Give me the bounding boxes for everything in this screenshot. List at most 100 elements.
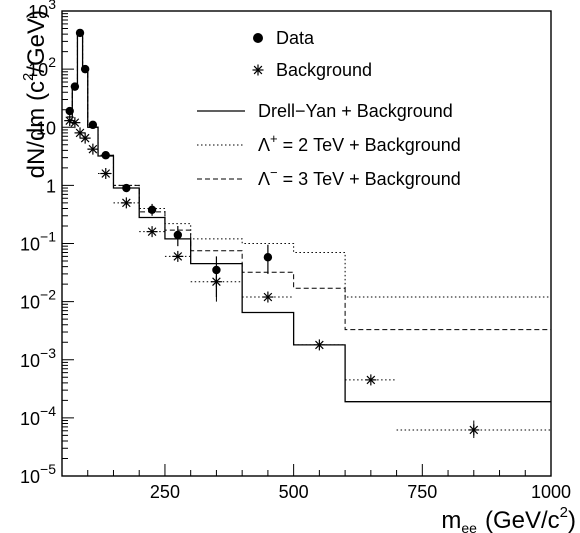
legend-label: Λ+ = 2 TeV + Background	[258, 131, 461, 155]
background-point	[74, 127, 86, 139]
x-axis-title: mee (GeV/c2)	[441, 504, 576, 533]
data-point	[173, 226, 183, 247]
y-axis-title-main: dN/dm (c	[23, 81, 50, 178]
y-tick-exponent: −3	[40, 345, 56, 361]
data-dot	[75, 28, 85, 38]
y-tick-exponent: −4	[40, 403, 56, 419]
data-dot	[147, 205, 157, 215]
background-point	[396, 420, 551, 439]
y-tick-label: 102	[28, 54, 56, 80]
data-dot	[173, 230, 183, 240]
x-axis-title-main: m	[441, 507, 461, 533]
star-stroke	[366, 375, 376, 385]
y-tick-label: 10−5	[20, 461, 56, 487]
background-point	[113, 197, 140, 209]
y-tick-base: 10	[36, 118, 56, 138]
series-dotted-line	[67, 32, 551, 298]
star-stroke	[263, 292, 273, 302]
data-dot	[80, 64, 90, 74]
y-tick-exponent: 2	[48, 54, 56, 70]
y-tick-label: 1	[46, 176, 56, 196]
legend-label-rest: = 3 TeV + Background	[278, 169, 461, 189]
y-tick-base: 10	[28, 60, 48, 80]
x-tick-label: 500	[279, 482, 309, 502]
y-tick-exponent: −1	[40, 229, 56, 245]
y-tick-label: 10−3	[20, 345, 56, 371]
legend-label-sup: −	[270, 165, 278, 180]
background-point	[164, 250, 191, 262]
legend-label-prefix: Λ	[258, 135, 270, 155]
y-axis-title: dN/dm (c2/GeV)	[20, 10, 50, 178]
background-point	[242, 291, 294, 303]
y-tick-exponent: −2	[40, 287, 56, 303]
y-tick-base: 10	[20, 235, 40, 255]
background-point	[79, 132, 91, 144]
star-stroke	[70, 118, 80, 127]
x-axis: 250 500 750 1000	[61, 464, 571, 502]
data-point	[65, 106, 74, 116]
legend-item: Background	[252, 60, 372, 80]
background-point	[293, 339, 346, 351]
y-tick-exponent: −5	[40, 461, 56, 477]
data-point	[147, 203, 157, 216]
plot-border	[61, 10, 552, 477]
data-dot	[70, 82, 80, 91]
y-tick-base: 10	[28, 2, 48, 22]
star-stroke	[101, 169, 111, 178]
data-point	[263, 244, 273, 274]
x-tick-label: 750	[407, 482, 437, 502]
y-tick-base: 1	[46, 176, 56, 196]
y-tick-base: 10	[20, 351, 40, 371]
data-dot	[65, 106, 74, 116]
data-dot	[122, 183, 131, 193]
data-dot	[101, 151, 110, 160]
y-axis-title-sup: 2	[20, 73, 37, 81]
legend-label: Background	[276, 60, 372, 80]
data-dot	[88, 120, 98, 130]
data-point	[80, 64, 90, 74]
y-tick-label: 10−4	[20, 403, 56, 429]
y-tick-base: 10	[20, 293, 40, 313]
legend-label: Drell−Yan + Background	[258, 101, 453, 121]
y-tick-label: 10	[36, 118, 56, 138]
legend-item: Λ− = 3 TeV + Background	[197, 165, 461, 189]
legend-item: Data	[253, 28, 315, 48]
x-axis-title-sub: ee	[461, 520, 477, 533]
data-point	[101, 151, 110, 160]
series-solid-line	[67, 32, 551, 403]
legend-label-prefix: Λ	[258, 169, 270, 189]
background-point	[139, 226, 165, 238]
data-point	[212, 256, 221, 298]
points-layer	[64, 28, 551, 439]
x-tick-label: 250	[150, 482, 180, 502]
y-axis-title-close: /GeV)	[23, 10, 50, 73]
background-point	[98, 168, 114, 180]
series-layer	[67, 32, 551, 403]
star-stroke	[65, 116, 75, 125]
legend-label-sup: +	[270, 131, 278, 146]
data-dot	[263, 253, 273, 262]
legend-item: Λ+ = 2 TeV + Background	[197, 131, 461, 155]
x-axis-title-unit: (GeV/c	[485, 507, 560, 533]
star-stroke	[80, 133, 90, 143]
legend-label-rest: = 2 TeV + Background	[278, 135, 461, 155]
star-stroke	[75, 128, 85, 138]
data-point	[70, 82, 80, 91]
data-point	[88, 120, 98, 130]
background-point	[345, 374, 397, 386]
legend-star-marker	[252, 64, 264, 76]
legend-label: Λ− = 3 TeV + Background	[258, 165, 461, 189]
x-tick-label: 1000	[531, 482, 571, 502]
y-tick-exponent: 3	[48, 0, 56, 12]
data-point	[75, 28, 85, 38]
background-point	[69, 117, 81, 129]
y-tick-label: 103	[28, 0, 56, 22]
legend-label: Data	[276, 28, 315, 48]
x-axis-title-unit-close: )	[568, 507, 576, 533]
y-tick-base: 10	[20, 467, 40, 487]
star-stroke	[253, 65, 263, 75]
y-tick-label: 10−2	[20, 287, 56, 313]
legend-item: Drell−Yan + Background	[197, 101, 453, 121]
